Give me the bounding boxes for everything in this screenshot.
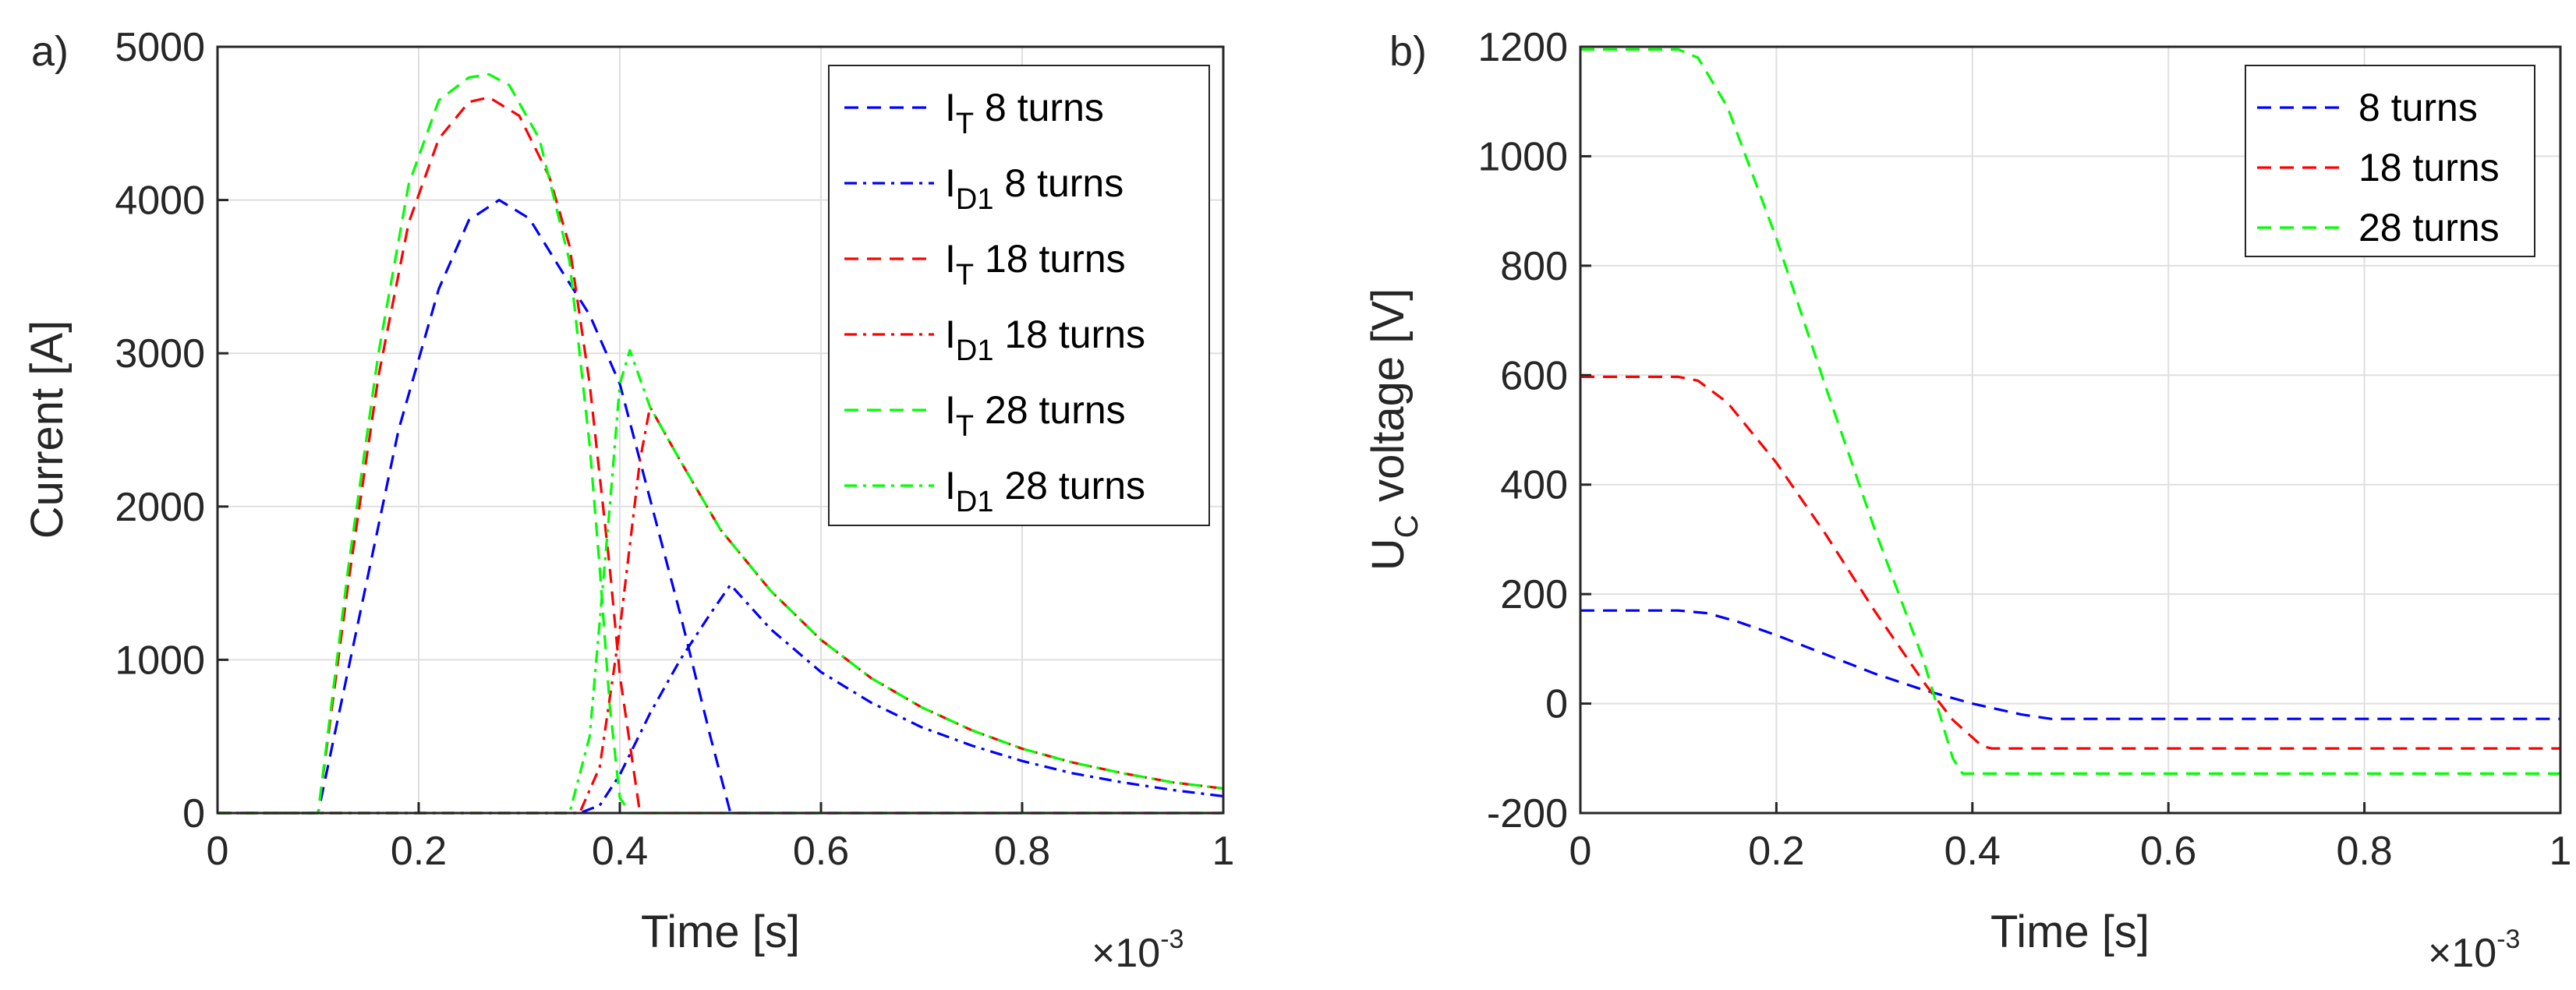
panel-b-xtick-label: 1 xyxy=(2549,829,2572,874)
panel-a-legend-label-sub: T xyxy=(956,259,974,292)
panel-a: 0 0.2 0.4 0.6 0.8 1 0 1000 2000 3000 4000 5000 a) C… xyxy=(22,25,1234,976)
panel-b-xtick-label: 0.4 xyxy=(1944,829,2001,874)
panel-a-xlabel: Time [s] xyxy=(641,907,800,957)
panel-a-legend-label-rest: 8 turns xyxy=(993,161,1123,205)
panel-b-legend-label-1: 8 turns xyxy=(2358,86,2478,129)
panel-b-series-line-2 xyxy=(1580,375,2560,750)
panel-a-ytick-label: 4000 xyxy=(115,179,205,224)
panel-a-ylabel: Current [A] xyxy=(22,320,73,539)
panel-a-label: a) xyxy=(31,28,69,75)
panel-a-ytick-label: 2000 xyxy=(115,485,205,530)
panel-a-legend-label-main: I xyxy=(945,161,956,205)
panel-b-ytick-label: 0 xyxy=(1545,682,1568,727)
panel-b-ylabel-rest: voltage [V] xyxy=(1363,288,1414,514)
panel-a-legend-label-main: I xyxy=(945,388,956,432)
panel-b-xlabel: Time [s] xyxy=(1990,907,2150,957)
panel-a-x-exponent: ×10-3 xyxy=(1092,925,1184,976)
panel-a-legend-label-sub: D1 xyxy=(956,486,994,518)
panel-b-label: b) xyxy=(1389,28,1427,75)
panel-a-x-exponent-base: ×10 xyxy=(1092,931,1160,976)
panel-b-ytick-label: 600 xyxy=(1500,353,1568,398)
panel-b-legend-label-3: 28 turns xyxy=(2358,206,2500,249)
panel-b-ytick-label: 200 xyxy=(1500,572,1568,617)
panel-a-legend-label-rest: 28 turns xyxy=(974,388,1126,432)
panel-a-xtick-label: 0.6 xyxy=(793,829,849,874)
panel-b-ytick-label: 800 xyxy=(1500,244,1568,289)
panel-a-series-line-2 xyxy=(218,583,1224,815)
panel-a-ytick-label: 3000 xyxy=(115,331,205,377)
panel-b-xtick-label: 0.8 xyxy=(2336,829,2392,874)
panel-a-legend-label-3: IT 18 turns xyxy=(945,237,1126,292)
panel-a-series xyxy=(218,72,1224,815)
panel-a-legend-label-rest: 18 turns xyxy=(993,313,1145,356)
panel-a-xtick-label: 1 xyxy=(1212,829,1235,874)
panel-b-legend: 8 turns 18 turns 28 turns xyxy=(2245,65,2535,257)
panel-a-legend-label-6: ID1 28 turns xyxy=(945,464,1145,518)
panel-a-axes-frame xyxy=(216,45,1225,815)
panel-b-series-line-3 xyxy=(1580,48,2560,776)
panel-a-xtick-label: 0.4 xyxy=(592,829,648,874)
panel-b-xtick-label: 0 xyxy=(1569,829,1592,874)
panel-a-ytick-label: 5000 xyxy=(115,25,205,70)
panel-a-legend-label-5: IT 28 turns xyxy=(945,388,1126,443)
panel-b-x-exponent-base: ×10 xyxy=(2428,931,2496,976)
panel-a-x-exponent-power: -3 xyxy=(1160,925,1184,954)
panel-a-legend-label-sub: T xyxy=(956,108,974,140)
panel-b-series xyxy=(1580,48,2560,776)
panel-b-legend-label-2: 18 turns xyxy=(2358,146,2500,189)
panel-a-series-line-1 xyxy=(218,199,1223,815)
panel-a-series-line-5 xyxy=(218,72,1223,815)
panel-a-ticks: 0 0.2 0.4 0.6 0.8 1 0 1000 2000 3000 4000 5000 xyxy=(115,25,1234,874)
panel-b-xtick-label: 0.6 xyxy=(2140,829,2196,874)
panel-a-series-line-6 xyxy=(218,348,1224,815)
panel-a-ytick-label: 1000 xyxy=(115,638,205,683)
panel-a-legend-label-4: ID1 18 turns xyxy=(945,313,1145,367)
panel-b-ytick-label: 400 xyxy=(1500,463,1568,508)
panel-b-series-line-1 xyxy=(1580,609,2560,720)
panel-a-legend-label-2: ID1 8 turns xyxy=(945,161,1123,216)
panel-a-ytick-label: 0 xyxy=(182,791,205,836)
panel-b-ylabel: UC voltage [V] xyxy=(1363,288,1424,571)
panel-b-legend-box xyxy=(2245,65,2535,257)
panel-a-legend-label-sub: D1 xyxy=(956,183,994,216)
panel-a-legend-label-main: I xyxy=(945,86,956,129)
panel-a-legend-label-main: I xyxy=(945,464,956,507)
panel-b-legend-items: 8 turns 18 turns 28 turns xyxy=(2257,86,2500,249)
panel-a-legend-label-rest: 28 turns xyxy=(993,464,1145,507)
panel-b-axes-frame xyxy=(1579,45,2562,815)
panel-a-legend-label-rest: 8 turns xyxy=(974,86,1104,129)
panel-b-ylabel-sub: C xyxy=(1388,514,1424,538)
panel-b-x-exponent-power: -3 xyxy=(2496,925,2520,954)
panel-a-legend-label-sub: T xyxy=(956,410,974,443)
panel-a-xtick-label: 0 xyxy=(207,829,229,874)
panel-b-ylabel-main: U xyxy=(1363,538,1414,571)
panel-a-xtick-label: 0.2 xyxy=(391,829,447,874)
panel-b: 0 0.2 0.4 0.6 0.8 1-200020040060080010001200 … xyxy=(1363,25,2571,976)
panel-a-xtick-label: 0.8 xyxy=(994,829,1050,874)
panel-a-legend-label-sub: D1 xyxy=(956,334,994,367)
panel-b-ytick-label: 1000 xyxy=(1477,134,1568,179)
panel-a-legend-label-1: IT 8 turns xyxy=(945,86,1104,140)
panel-b-x-exponent: ×10-3 xyxy=(2428,925,2520,976)
panel-a-legend-label-main: I xyxy=(945,237,956,281)
panel-b-xtick-label: 0.2 xyxy=(1748,829,1804,874)
panel-a-legend-label-rest: 18 turns xyxy=(974,237,1126,281)
panel-b-ytick-label: -200 xyxy=(1487,791,1568,836)
panel-a-series-line-3 xyxy=(218,96,1223,815)
panel-b-ytick-label: 1200 xyxy=(1477,25,1568,70)
panel-a-legend-box xyxy=(828,65,1210,526)
panel-a-legend-label-main: I xyxy=(945,313,956,356)
